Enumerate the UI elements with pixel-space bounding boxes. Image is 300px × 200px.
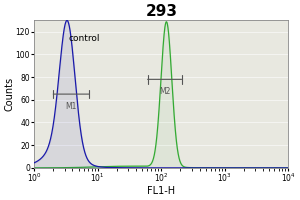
X-axis label: FL1-H: FL1-H [147,186,176,196]
Text: M2: M2 [159,87,170,96]
Title: 293: 293 [145,4,177,19]
Y-axis label: Counts: Counts [4,77,14,111]
Text: control: control [69,34,100,43]
Text: M1: M1 [65,102,77,111]
